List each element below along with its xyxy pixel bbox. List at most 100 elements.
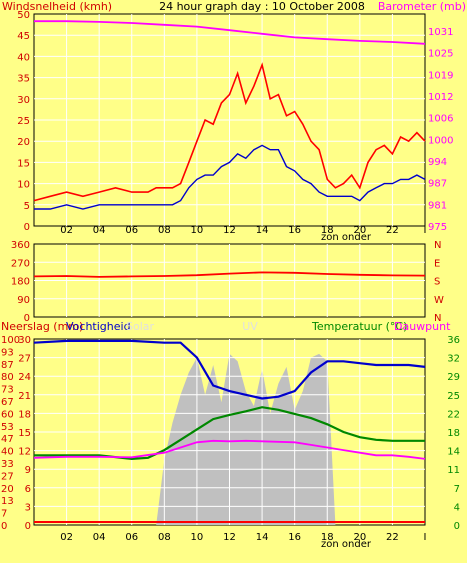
x-tick-label: 20 (353, 532, 366, 543)
y-tick-label: 80 (1, 372, 14, 383)
y-tick-label: 0 (24, 222, 30, 233)
y-tick-label: 30 (18, 335, 31, 346)
y-tick-label: 18 (447, 428, 460, 439)
y-tick-label: 3 (25, 502, 31, 513)
y-tick-label: 1031 (428, 27, 453, 38)
y-tick-label: 12 (18, 447, 31, 458)
x-tick-label: 22 (386, 225, 399, 236)
y-tick-label: 15 (18, 428, 31, 439)
y-tick-label: 7 (454, 484, 460, 495)
y-tick-label: 35 (17, 74, 30, 85)
y-tick-label: 975 (428, 222, 447, 233)
y-tick-label: 14 (447, 447, 460, 458)
y-tick-label: 93 (1, 347, 14, 358)
y-tick-label: 67 (1, 397, 14, 408)
chart-title: 24 hour graph day : 10 October 2008 (159, 0, 365, 13)
y-tick-label: 33 (1, 459, 14, 470)
sunset-label: zon onder (321, 232, 372, 243)
y-tick-label: W (434, 295, 444, 306)
y-tick-label: 29 (447, 372, 460, 383)
y-tick-label: 53 (1, 422, 14, 433)
y-tick-label: 11 (447, 465, 460, 476)
y-tick-label: 40 (1, 447, 14, 458)
panel3-left-ticks: 0713202733404753606773808793100036912151… (1, 335, 31, 532)
x-tick-label: 14 (256, 225, 269, 236)
y-tick-label: 4 (454, 502, 460, 513)
y-tick-label: 360 (11, 240, 30, 251)
panel2-series (33, 271, 426, 278)
series-line (34, 20, 426, 45)
y-tick-label: 25 (17, 116, 30, 127)
x-tick-label: 22 (386, 532, 399, 543)
x-tick-label: 12 (223, 532, 236, 543)
y-tick-label: S (434, 277, 440, 288)
y-tick-label: 25 (447, 391, 460, 402)
panel1-left-ticks: 0 5 10 15 20 25 30 35 40 45 50 (17, 10, 30, 233)
x-tick-label: 18 (321, 225, 334, 236)
y-tick-label: 32 (447, 354, 460, 365)
y-tick-label: 18 (18, 409, 31, 420)
x-tick-label: 04 (93, 225, 106, 236)
y-tick-label: 20 (1, 484, 14, 495)
x-tick-label: I (424, 532, 427, 543)
uv-axis-title: UV (242, 320, 258, 333)
y-tick-label: 7 (1, 509, 7, 520)
panel1-right-ticks: 975 981 987 994 1000 1006 1012 1019 1025 1031 (428, 27, 453, 233)
y-tick-label: 0 (25, 521, 31, 532)
temperature-axis-title: Temperatuur (°C) (311, 320, 407, 333)
y-tick-label: 0 (454, 521, 460, 532)
series-line (34, 144, 426, 210)
y-tick-label: 0 (1, 521, 7, 532)
y-tick-label: 73 (1, 385, 14, 396)
climate-panel: Neerslag (mm) Vochtigheid Solar UV Tempe… (1, 320, 460, 550)
wind-speed-axis-title: Windsnelheid (kmh) (2, 0, 112, 13)
x-tick-label: 08 (158, 225, 171, 236)
y-tick-label: 1012 (428, 92, 453, 103)
series-line (33, 339, 426, 400)
panel2-grid (34, 244, 425, 317)
series-line (33, 439, 426, 460)
solar-axis-title: Solar (126, 320, 155, 333)
series-line (34, 406, 425, 461)
sunset-label-bottom: zon onder (321, 539, 372, 550)
y-tick-label: 45 (17, 31, 30, 42)
panel1-grid (34, 14, 425, 226)
y-tick-label: 1000 (428, 135, 453, 146)
x-tick-label: 14 (256, 532, 269, 543)
y-tick-label: 30 (17, 95, 30, 106)
x-tick-label: 02 (60, 225, 73, 236)
y-tick-label: 1019 (428, 70, 453, 81)
y-tick-label: 100 (1, 335, 20, 346)
x-tick-label: 08 (158, 532, 171, 543)
y-tick-label: E (434, 258, 440, 269)
panel2-left-ticks: 0 90 180 270 360 (11, 240, 30, 324)
x-tick-label: 16 (288, 532, 301, 543)
y-tick-label: 10 (17, 180, 30, 191)
series-line (33, 62, 426, 202)
dewpoint-axis-title: Dauwpunt (394, 320, 451, 333)
y-tick-label: 27 (1, 471, 14, 482)
y-tick-label: 0 (24, 313, 30, 324)
y-tick-label: 9 (25, 465, 31, 476)
x-tick-label: 02 (60, 532, 73, 543)
barometer-axis-title: Barometer (mb) (378, 0, 466, 13)
humidity-axis-title: Vochtigheid (66, 320, 131, 333)
y-tick-label: 87 (1, 360, 14, 371)
y-tick-label: 20 (17, 137, 30, 148)
panel3-x-ticks: 02 04 06 08 10 12 14 16 18 20 22 I (60, 532, 426, 543)
y-tick-label: 22 (447, 409, 460, 420)
y-tick-label: 13 (1, 496, 14, 507)
panel1-series (33, 20, 426, 210)
x-tick-label: 16 (288, 225, 301, 236)
y-tick-label: 36 (447, 335, 460, 346)
y-tick-label: 47 (1, 434, 14, 445)
x-tick-label: I (424, 225, 427, 236)
panel3-series (33, 339, 426, 523)
y-tick-label: 15 (17, 158, 30, 169)
y-tick-label: 90 (17, 295, 30, 306)
x-tick-label: 18 (321, 532, 334, 543)
y-tick-label: 1006 (428, 114, 453, 125)
